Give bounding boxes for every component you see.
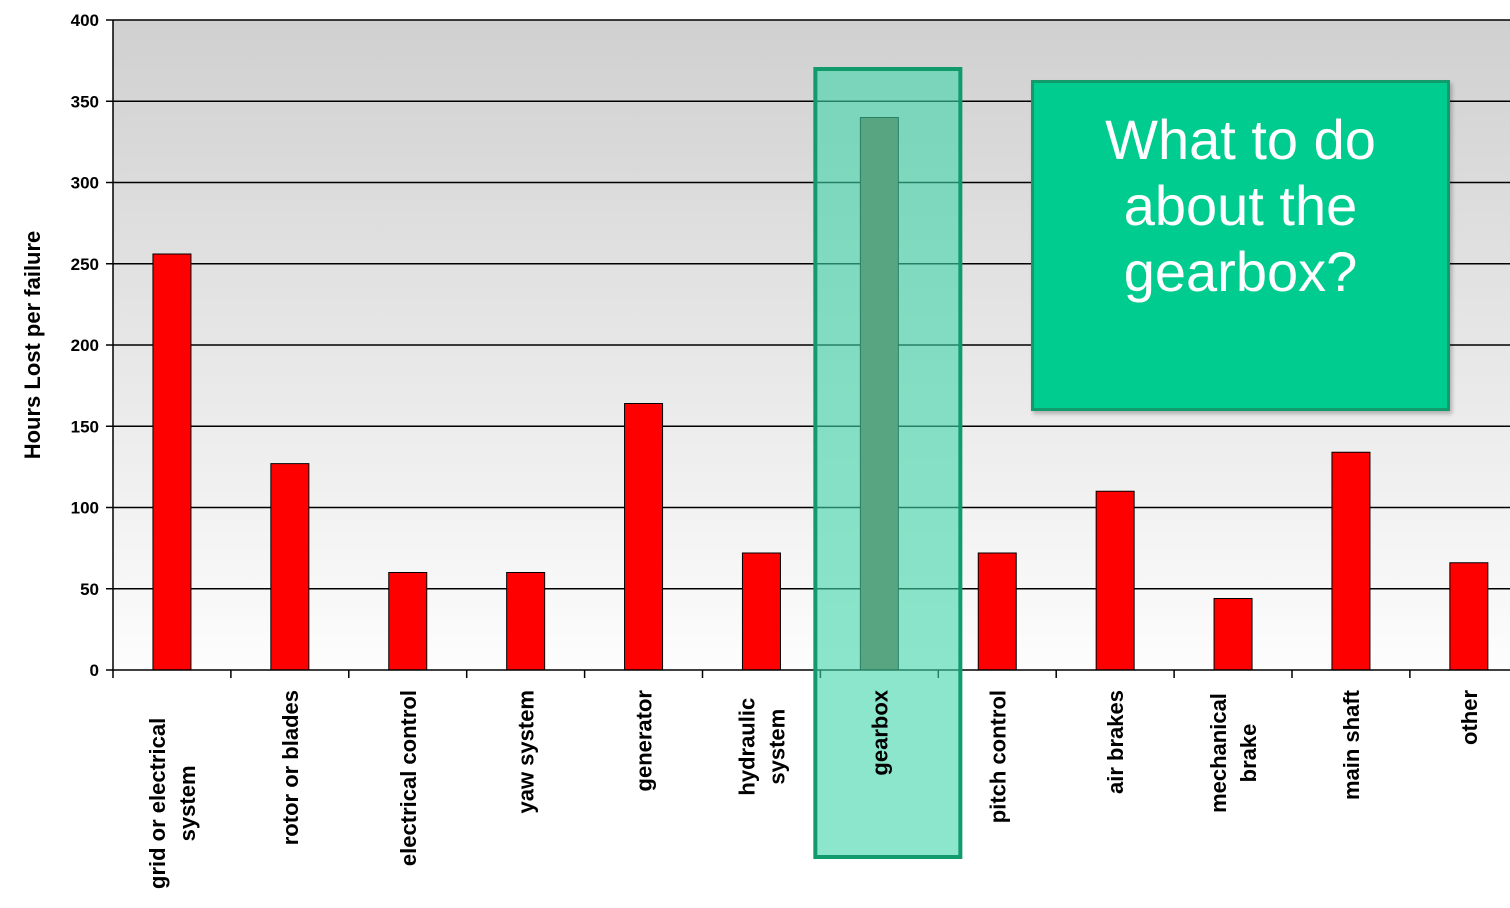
x-tick-label-line: yaw system xyxy=(514,690,539,814)
x-tick-label: mechanical brake xyxy=(1206,693,1261,813)
x-tick-label: hydraulic system xyxy=(734,698,789,796)
bar xyxy=(1214,599,1252,671)
x-tick-label-line: brake xyxy=(1236,724,1261,783)
x-tick-label-line: electrical control xyxy=(396,690,421,866)
x-tick-label-line: system xyxy=(175,765,200,841)
bar xyxy=(1096,491,1134,670)
y-tick-label: 350 xyxy=(71,92,99,111)
y-tick-label: 0 xyxy=(90,661,99,680)
x-tick-label: rotor or blades xyxy=(278,690,303,845)
y-tick-label: 50 xyxy=(80,580,99,599)
x-tick-label-line: main shaft xyxy=(1339,689,1364,800)
x-tick-label: air brakes xyxy=(1103,690,1128,794)
x-tick-label: grid or electrical system xyxy=(145,718,200,889)
bar xyxy=(742,553,780,670)
x-tick-label-line: mechanical xyxy=(1206,693,1231,813)
bar xyxy=(1450,563,1488,670)
x-tick-label-line: rotor or blades xyxy=(278,690,303,845)
x-tick-label: generator xyxy=(632,690,657,792)
x-tick-label: electrical control xyxy=(396,690,421,866)
x-tick-label: other xyxy=(1457,690,1482,745)
bar xyxy=(625,404,663,671)
x-tick-label-line: air brakes xyxy=(1103,690,1128,794)
x-tick-label-line: pitch control xyxy=(985,690,1010,823)
y-axis-label: Hours Lost per failure xyxy=(20,231,45,460)
y-tick-label: 200 xyxy=(71,336,99,355)
y-tick-label: 300 xyxy=(71,174,99,193)
x-tick-label: gearbox xyxy=(867,689,892,775)
bar xyxy=(389,573,427,671)
x-tick-label: yaw system xyxy=(514,690,539,814)
y-tick-label: 400 xyxy=(71,11,99,30)
x-tick-label-line: hydraulic xyxy=(734,698,759,796)
x-tick-label: main shaft xyxy=(1339,689,1364,800)
bar xyxy=(978,553,1016,670)
bar xyxy=(507,573,545,671)
bar xyxy=(153,254,191,670)
y-tick-label: 150 xyxy=(71,417,99,436)
bar xyxy=(271,464,309,670)
y-tick-label: 250 xyxy=(71,255,99,274)
x-tick-label-line: generator xyxy=(632,690,657,792)
x-tick-label-line: other xyxy=(1457,690,1482,745)
x-tick-label-line: grid or electrical xyxy=(145,718,170,889)
x-tick-label: pitch control xyxy=(985,690,1010,823)
x-tick-label-line: system xyxy=(764,709,789,785)
y-tick-label: 100 xyxy=(71,499,99,518)
x-tick-label-line: gearbox xyxy=(867,689,892,775)
bar xyxy=(1332,452,1370,670)
callout-text: What to do about the gearbox? xyxy=(1034,107,1447,305)
tick-labels: 0 50 100 150 200 250 300 350 400 xyxy=(71,11,99,680)
callout-box: What to do about the gearbox? xyxy=(1031,80,1450,411)
